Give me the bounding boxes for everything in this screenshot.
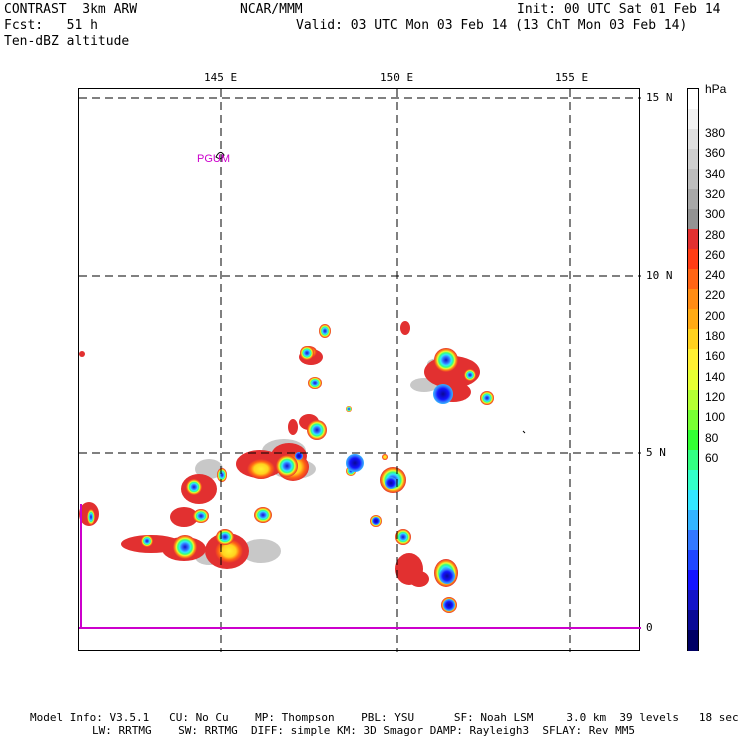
- colorbar-swatch: [688, 509, 698, 531]
- colorbar-swatch: [688, 629, 698, 651]
- colorbar-tick-label: 340: [705, 166, 726, 181]
- colorbar-swatch: [688, 369, 698, 391]
- colorbar-swatch: [688, 589, 698, 611]
- colorbar-swatch: [688, 89, 698, 110]
- lat-label-0: 0: [646, 621, 653, 634]
- colorbar-tick-label: 60: [705, 450, 719, 465]
- lat-label-5n: 5 N: [646, 446, 666, 459]
- colorbar-units: hPa: [705, 82, 727, 96]
- colorbar-swatch: [688, 169, 698, 191]
- colorbar-swatch: [688, 569, 698, 591]
- colorbar-tick-label: 180: [705, 329, 726, 343]
- colorbar-tick-label: 160: [705, 349, 726, 364]
- colorbar-tick-label: 280: [705, 227, 726, 242]
- map-panel: PGUM: [78, 88, 641, 652]
- institution-label: NCAR/MMM: [240, 2, 303, 17]
- forecast-hour: Fcst: 51 h: [4, 18, 98, 33]
- colorbar-swatch: [688, 469, 698, 491]
- colorbar-swatch: [688, 209, 698, 231]
- colorbar-tick-label: 360: [705, 146, 726, 161]
- model-info-line1: Model Info: V3.5.1 CU: No Cu MP: Thompso…: [30, 711, 739, 724]
- colorbar-tick-label: 380: [705, 126, 726, 140]
- colorbar-tick-label: 80: [705, 430, 719, 445]
- deep-cores: [295, 384, 455, 611]
- init-time: Init: 00 UTC Sat 01 Feb 14: [517, 2, 721, 17]
- field-name: Ten-dBZ altitude: [4, 34, 130, 49]
- colorbar-swatch: [688, 549, 698, 571]
- colorbar-swatch: [688, 149, 698, 171]
- colorbar-swatch: [688, 249, 698, 271]
- lon-label-145: 145 E: [204, 71, 238, 84]
- colorbar-tick-label: 140: [705, 369, 726, 384]
- lat-label-15n: 15 N: [646, 91, 673, 104]
- model-title: CONTRAST 3km ARW: [4, 2, 138, 17]
- colorbar-tick-label: 220: [705, 288, 726, 303]
- valid-time: Valid: 03 UTC Mon 03 Feb 14 (13 ChT Mon …: [296, 18, 688, 33]
- colorbar-swatch: [688, 429, 698, 451]
- lat-lon-grid: [79, 89, 641, 652]
- station-label-pgum: PGUM: [197, 153, 230, 165]
- small-island-2: [522, 430, 526, 434]
- colorbar-tick-label: 100: [705, 410, 726, 425]
- model-info-line2: LW: RRTMG SW: RRTMG DIFF: simple KM: 3D …: [92, 724, 636, 737]
- colorbar: [687, 88, 699, 651]
- colorbar-swatch: [688, 109, 698, 131]
- colorbar-tick-label: 200: [705, 308, 726, 323]
- colorbar-tick-label: 120: [705, 389, 726, 404]
- colorbar-tick-label: 320: [705, 186, 726, 201]
- colorbar-swatch: [688, 449, 698, 471]
- colorbar-tick-label: 300: [705, 207, 726, 222]
- colorbar-swatch: [688, 189, 698, 211]
- colorbar-swatch: [688, 609, 698, 631]
- lat-label-10n: 10 N: [646, 269, 673, 282]
- colorbar-swatch: [688, 329, 698, 351]
- map-canvas: PGUM: [79, 89, 641, 652]
- colorbar-swatch: [688, 389, 698, 411]
- colorbar-swatch: [688, 229, 698, 251]
- lon-label-150: 150 E: [380, 71, 414, 84]
- guam-island: [215, 151, 225, 160]
- colorbar-tick-label: 240: [705, 268, 726, 283]
- colorbar-swatch: [688, 409, 698, 431]
- colorbar-swatch: [688, 489, 698, 511]
- colorbar-swatch: [688, 349, 698, 371]
- colorbar-tick-label: 260: [705, 247, 726, 262]
- colorbar-swatch: [688, 289, 698, 311]
- colorbar-swatch: [688, 309, 698, 331]
- colorbar-swatch: [688, 529, 698, 551]
- equator-line: [79, 504, 641, 629]
- lon-label-155: 155 E: [555, 71, 589, 84]
- colorbar-swatch: [688, 269, 698, 291]
- colorbar-swatch: [688, 129, 698, 151]
